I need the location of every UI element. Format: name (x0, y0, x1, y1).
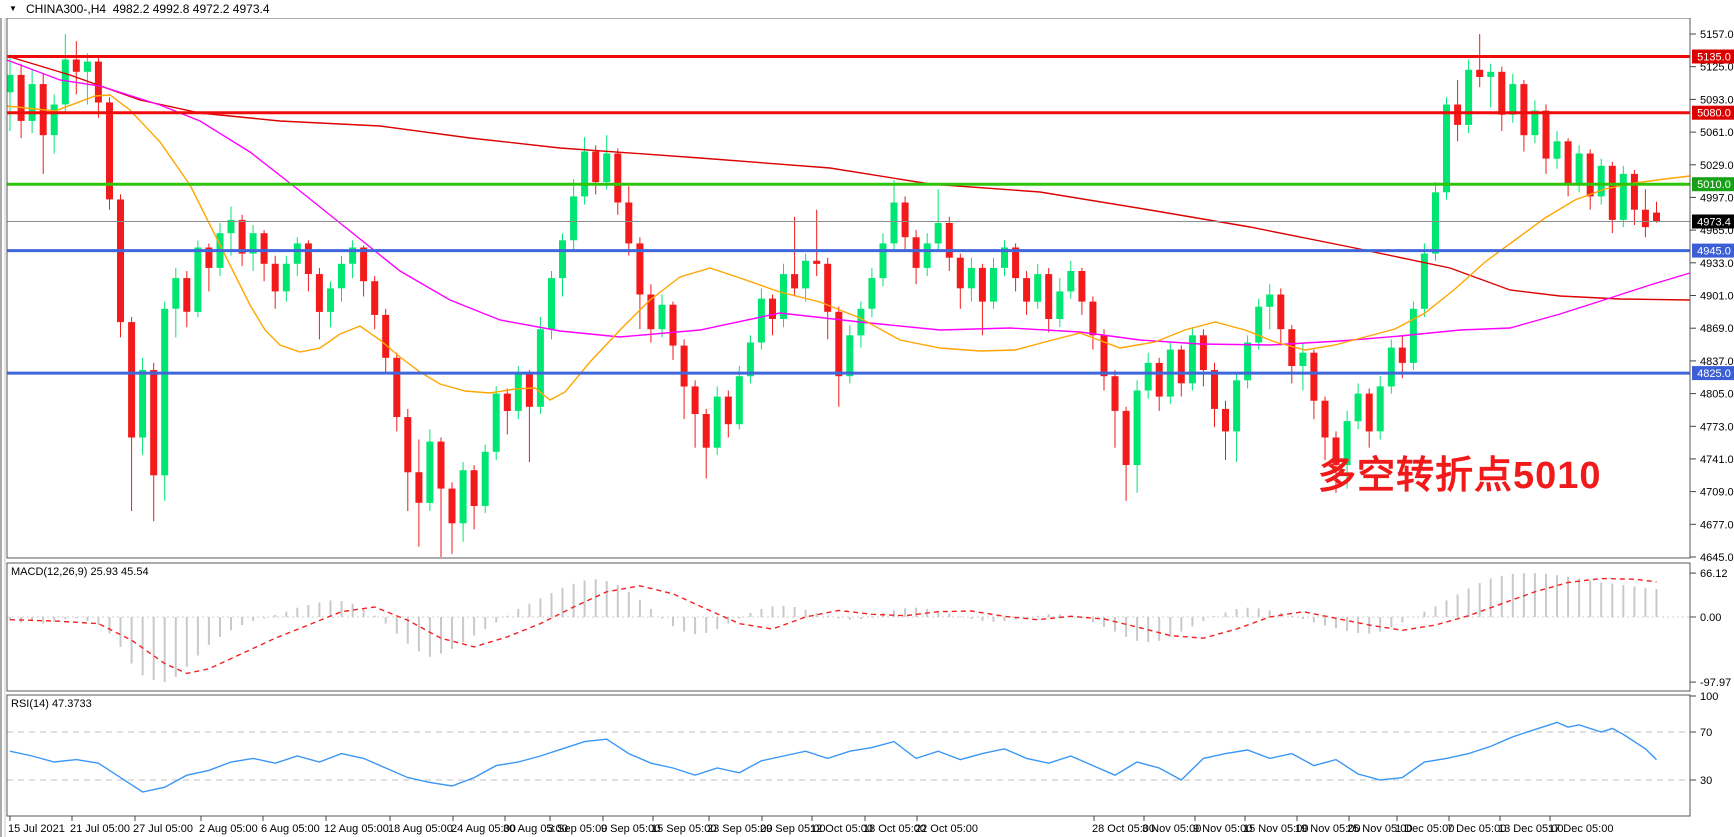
macd-signal-line (9, 577, 1657, 675)
svg-text:3 Sep 05:00: 3 Sep 05:00 (548, 823, 607, 835)
svg-text:5093.0: 5093.0 (1700, 94, 1734, 106)
macd-indicator-label: MACD(12,26,9) 25.93 45.54 (11, 566, 149, 578)
date-axis-labels: 15 Jul 2021 21 Jul 05:00 27 Jul 05:00 2 Aug… (8, 816, 1613, 835)
svg-text:4773.0: 4773.0 (1700, 421, 1734, 433)
svg-text:3 Nov 05:00: 3 Nov 05:00 (1142, 823, 1201, 835)
svg-text:25 Nov 05:00: 25 Nov 05:00 (1347, 823, 1412, 835)
svg-text:2 Aug 05:00: 2 Aug 05:00 (199, 823, 258, 835)
svg-text:4741.0: 4741.0 (1700, 454, 1734, 466)
svg-text:4945.0: 4945.0 (1697, 246, 1731, 258)
svg-text:22 Oct 05:00: 22 Oct 05:00 (915, 823, 978, 835)
svg-text:18 Oct 05:00: 18 Oct 05:00 (863, 823, 926, 835)
svg-text:4805.0: 4805.0 (1700, 389, 1734, 401)
svg-text:4837.0: 4837.0 (1700, 356, 1734, 368)
price-axis-labels: 5157.05125.05093.05061.05029.04997.04965… (1690, 29, 1734, 564)
svg-text:4933.0: 4933.0 (1700, 258, 1734, 270)
chart-title: CHINA300-,H4 4982.2 4992.8 4972.2 4973.4 (26, 2, 270, 16)
svg-text:15 Nov 05:00: 15 Nov 05:00 (1243, 823, 1308, 835)
dropdown-arrow-icon[interactable]: ▼ (9, 4, 17, 13)
svg-text:23 Sep 05:00: 23 Sep 05:00 (707, 823, 772, 835)
svg-text:6 Aug 05:00: 6 Aug 05:00 (261, 823, 320, 835)
svg-text:5029.0: 5029.0 (1700, 160, 1734, 172)
svg-text:0.00: 0.00 (1700, 612, 1721, 624)
svg-text:15 Jul 2021: 15 Jul 2021 (8, 823, 65, 835)
svg-text:9 Nov 05:00: 9 Nov 05:00 (1193, 823, 1252, 835)
horizontal-level-lines[interactable] (7, 55, 1690, 375)
svg-text:4869.0: 4869.0 (1700, 323, 1734, 335)
svg-text:4973.4: 4973.4 (1697, 217, 1731, 229)
svg-text:28 Oct 05:00: 28 Oct 05:00 (1092, 823, 1155, 835)
svg-text:17 Dec 05:00: 17 Dec 05:00 (1548, 823, 1613, 835)
ma-orange-line (6, 94, 1691, 401)
svg-text:4677.0: 4677.0 (1700, 519, 1734, 531)
svg-text:30 Aug 05:00: 30 Aug 05:00 (503, 823, 568, 835)
rsi-level-lines (7, 731, 1690, 781)
svg-text:5061.0: 5061.0 (1700, 127, 1734, 139)
svg-text:7 Dec 05:00: 7 Dec 05:00 (1447, 823, 1506, 835)
svg-text:15 Sep 05:00: 15 Sep 05:00 (651, 823, 716, 835)
macd-histogram (7, 573, 1690, 683)
svg-text:12 Aug 05:00: 12 Aug 05:00 (324, 823, 389, 835)
candlestick-series (6, 34, 1660, 557)
svg-text:66.12: 66.12 (1700, 568, 1728, 580)
price-annotation: 多空转折点5010 (1318, 455, 1602, 497)
svg-text:4825.0: 4825.0 (1697, 368, 1731, 380)
panel-frames (6, 17, 1691, 817)
svg-text:21 Jul 05:00: 21 Jul 05:00 (70, 823, 130, 835)
svg-text:4645.0: 4645.0 (1700, 552, 1734, 564)
svg-text:5157.0: 5157.0 (1700, 29, 1734, 41)
svg-text:19 Nov 05:00: 19 Nov 05:00 (1295, 823, 1360, 835)
svg-text:5135.0: 5135.0 (1697, 52, 1731, 64)
indicator-axis-labels: 66.12 0.00 -97.97 100 70 30 (1690, 568, 1731, 787)
svg-text:9 Sep 05:00: 9 Sep 05:00 (601, 823, 660, 835)
svg-text:100: 100 (1700, 691, 1718, 703)
svg-text:13 Dec 05:00: 13 Dec 05:00 (1498, 823, 1563, 835)
svg-text:18 Aug 05:00: 18 Aug 05:00 (388, 823, 453, 835)
svg-text:4709.0: 4709.0 (1700, 487, 1734, 499)
svg-text:24 Aug 05:00: 24 Aug 05:00 (451, 823, 516, 835)
svg-text:5125.0: 5125.0 (1700, 62, 1734, 74)
rsi-indicator-label: RSI(14) 47.3733 (11, 698, 92, 710)
ma-magenta-line (6, 59, 1691, 346)
svg-text:5080.0: 5080.0 (1697, 108, 1731, 120)
svg-text:1 Dec 05:00: 1 Dec 05:00 (1395, 823, 1454, 835)
svg-text:5010.0: 5010.0 (1697, 179, 1731, 191)
svg-text:30: 30 (1700, 775, 1712, 787)
svg-text:27 Jul 05:00: 27 Jul 05:00 (133, 823, 193, 835)
svg-text:4997.0: 4997.0 (1700, 192, 1734, 204)
svg-text:29 Sep 05:00: 29 Sep 05:00 (760, 823, 825, 835)
svg-text:-97.97: -97.97 (1700, 677, 1731, 689)
svg-text:12 Oct 05:00: 12 Oct 05:00 (810, 823, 873, 835)
price-level-badges: 5135.0 5080.0 5010.0 4973.4 4945.0 4825.0 (1692, 49, 1734, 381)
window-left-edge (0, 0, 6, 837)
ma-red-line (6, 55, 1691, 301)
rsi-line (9, 721, 1657, 793)
svg-text:70: 70 (1700, 727, 1712, 739)
chart-title-bar: ▼ CHINA300-,H4 4982.2 4992.8 4972.2 4973… (0, 0, 1734, 18)
svg-text:4901.0: 4901.0 (1700, 291, 1734, 303)
